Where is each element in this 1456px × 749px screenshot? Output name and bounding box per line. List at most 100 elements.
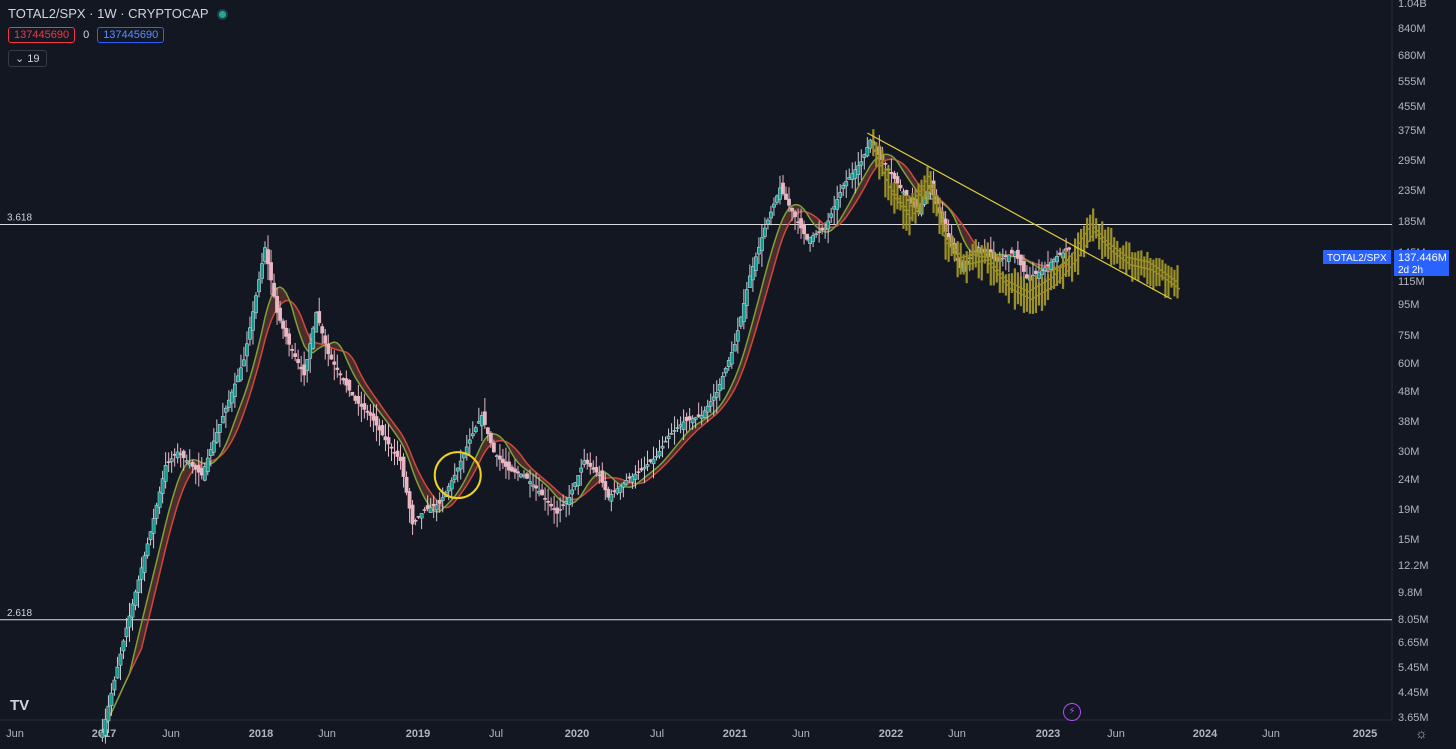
- symbol-title: TOTAL2/SPX · 1W · CRYPTOCAP: [8, 6, 209, 21]
- y-tick-label: 185M: [1398, 216, 1426, 228]
- candle-body: [184, 460, 189, 463]
- highlight-circle: [433, 451, 482, 500]
- candle-body: [404, 476, 409, 493]
- candle-body: [567, 496, 572, 506]
- x-tick-label: Jun: [1107, 728, 1125, 740]
- candle-body: [606, 488, 611, 498]
- candle-body: [829, 213, 834, 218]
- candle-body: [217, 424, 222, 433]
- candle-body: [419, 513, 424, 519]
- candle-body: [534, 485, 538, 489]
- candle-body: [624, 480, 629, 485]
- candle-body: [1018, 254, 1023, 266]
- candle-body: [410, 504, 415, 525]
- candle-body: [1000, 257, 1005, 260]
- candle-body: [169, 458, 174, 463]
- y-tick-label: 235M: [1398, 185, 1426, 197]
- y-tick-label: 295M: [1398, 155, 1426, 167]
- candle-body: [380, 425, 385, 436]
- candle-body: [320, 326, 325, 334]
- candle-body: [350, 391, 355, 396]
- fib-level-label: 3.618: [7, 212, 32, 223]
- candle-body: [642, 467, 647, 470]
- candle-body: [618, 485, 623, 493]
- candle-body: [513, 468, 517, 473]
- candle-body: [1022, 261, 1026, 272]
- x-tick-label: 2019: [406, 728, 430, 740]
- lightning-icon[interactable]: ⚡: [1063, 703, 1081, 721]
- candle-body: [374, 416, 379, 426]
- candle-body: [223, 407, 228, 413]
- descending-trendline: [867, 132, 1172, 300]
- y-tick-label: 38M: [1398, 416, 1419, 428]
- candle-body: [621, 482, 626, 488]
- candle-body: [242, 359, 246, 367]
- candle-body: [251, 311, 255, 331]
- candle-body: [558, 509, 563, 511]
- candle-body: [461, 453, 466, 459]
- candle-body: [470, 433, 475, 437]
- candle-body: [266, 249, 270, 265]
- price-tag: [1394, 250, 1449, 276]
- y-tick-label: 115M: [1398, 276, 1425, 288]
- candle-body: [449, 480, 454, 490]
- x-tick-label: Jul: [489, 728, 503, 740]
- candle-body: [904, 189, 909, 196]
- candle-body: [335, 367, 340, 371]
- candle-body: [811, 235, 816, 242]
- tradingview-logo[interactable]: TV: [10, 697, 30, 714]
- candle-body: [669, 432, 674, 435]
- symbol-header[interactable]: TOTAL2/SPX · 1W · CRYPTOCAP: [8, 6, 226, 21]
- candle-body: [254, 295, 258, 314]
- candle-body: [208, 449, 213, 456]
- candle-body: [485, 427, 490, 435]
- x-tick-label: Jun: [318, 728, 336, 740]
- candle-body: [711, 396, 716, 401]
- price-tag-value: 137.446M: [1398, 252, 1447, 264]
- y-tick-label: 95M: [1398, 299, 1419, 311]
- candle-body: [211, 440, 216, 453]
- candle-body: [422, 509, 427, 511]
- candle-body: [455, 467, 460, 472]
- candle-body: [190, 461, 195, 467]
- candle-body: [473, 427, 478, 432]
- value-blue: 137445690: [97, 27, 165, 43]
- y-tick-label: 1.04B: [1398, 0, 1427, 10]
- candle-body: [229, 391, 234, 404]
- gear-icon[interactable]: ☼: [1415, 725, 1428, 741]
- candle-body: [516, 471, 520, 474]
- candle-body: [735, 330, 740, 342]
- candle-body: [540, 489, 544, 496]
- candle-body: [594, 467, 599, 473]
- value-mid: 0: [83, 29, 90, 41]
- candle-body: [1055, 256, 1059, 263]
- candle-body: [507, 461, 511, 471]
- candle-body: [118, 653, 123, 666]
- x-tick-label: Jun: [948, 728, 966, 740]
- candle-body: [1031, 274, 1035, 277]
- candle-body: [115, 666, 120, 679]
- candle-body: [763, 227, 767, 237]
- candle-body: [121, 640, 126, 652]
- candle-body: [434, 504, 439, 511]
- candle-body: [103, 718, 108, 736]
- y-tick-label: 840M: [1398, 23, 1426, 35]
- y-tick-label: 455M: [1398, 101, 1426, 113]
- y-tick-label: 9.8M: [1398, 587, 1422, 599]
- candle-body: [160, 478, 165, 494]
- y-tick-label: 75M: [1398, 330, 1419, 342]
- candle-body: [142, 555, 147, 573]
- candle-body: [428, 507, 433, 513]
- candle-body: [166, 461, 171, 464]
- candle-body: [127, 615, 132, 628]
- y-tick-label: 6.65M: [1398, 637, 1429, 649]
- candle-body: [714, 391, 719, 398]
- candle-body: [109, 692, 114, 707]
- candle-body: [124, 627, 129, 638]
- collapse-indicators-button[interactable]: ⌄ 19: [8, 50, 47, 67]
- symbol-tag-label: TOTAL2/SPX: [1327, 253, 1387, 264]
- candle-body: [636, 471, 641, 473]
- candle-body: [814, 233, 819, 236]
- candle-body: [133, 591, 138, 606]
